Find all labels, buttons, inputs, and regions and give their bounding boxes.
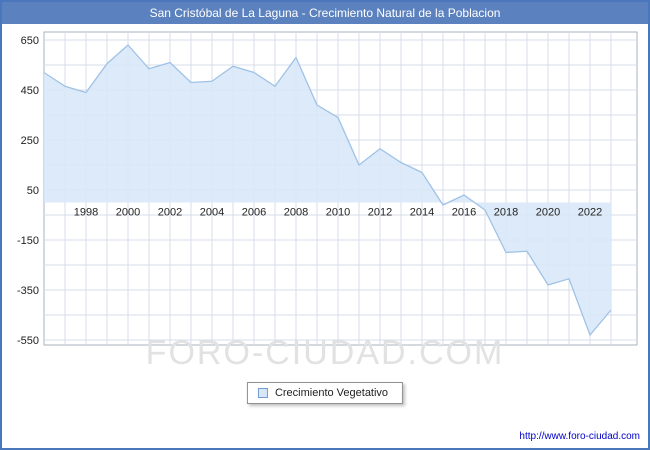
legend-swatch-icon <box>257 388 268 398</box>
svg-text:2014: 2014 <box>410 207 434 219</box>
svg-text:250: 250 <box>21 135 39 147</box>
svg-text:-550: -550 <box>17 335 39 347</box>
svg-text:2006: 2006 <box>242 207 266 219</box>
footer-link[interactable]: http://www.foro-ciudad.com <box>519 431 640 442</box>
svg-text:2002: 2002 <box>158 207 182 219</box>
svg-text:-150: -150 <box>17 235 39 247</box>
legend-label: Crecimiento Vegetativo <box>274 387 389 399</box>
svg-text:2022: 2022 <box>578 207 602 219</box>
svg-text:1998: 1998 <box>74 207 98 219</box>
svg-text:2008: 2008 <box>284 207 308 219</box>
svg-text:2000: 2000 <box>116 207 140 219</box>
svg-text:2018: 2018 <box>494 207 518 219</box>
svg-text:-350: -350 <box>17 285 39 297</box>
svg-text:2004: 2004 <box>200 207 224 219</box>
svg-text:2020: 2020 <box>536 207 560 219</box>
svg-text:450: 450 <box>21 85 39 97</box>
svg-text:2010: 2010 <box>326 207 350 219</box>
legend: Crecimiento Vegetativo <box>246 382 404 404</box>
svg-text:50: 50 <box>27 185 39 197</box>
svg-text:2016: 2016 <box>452 207 476 219</box>
svg-text:650: 650 <box>21 35 39 47</box>
chart-title: San Cristóbal de La Laguna - Crecimiento… <box>2 2 648 24</box>
svg-text:2012: 2012 <box>368 207 392 219</box>
